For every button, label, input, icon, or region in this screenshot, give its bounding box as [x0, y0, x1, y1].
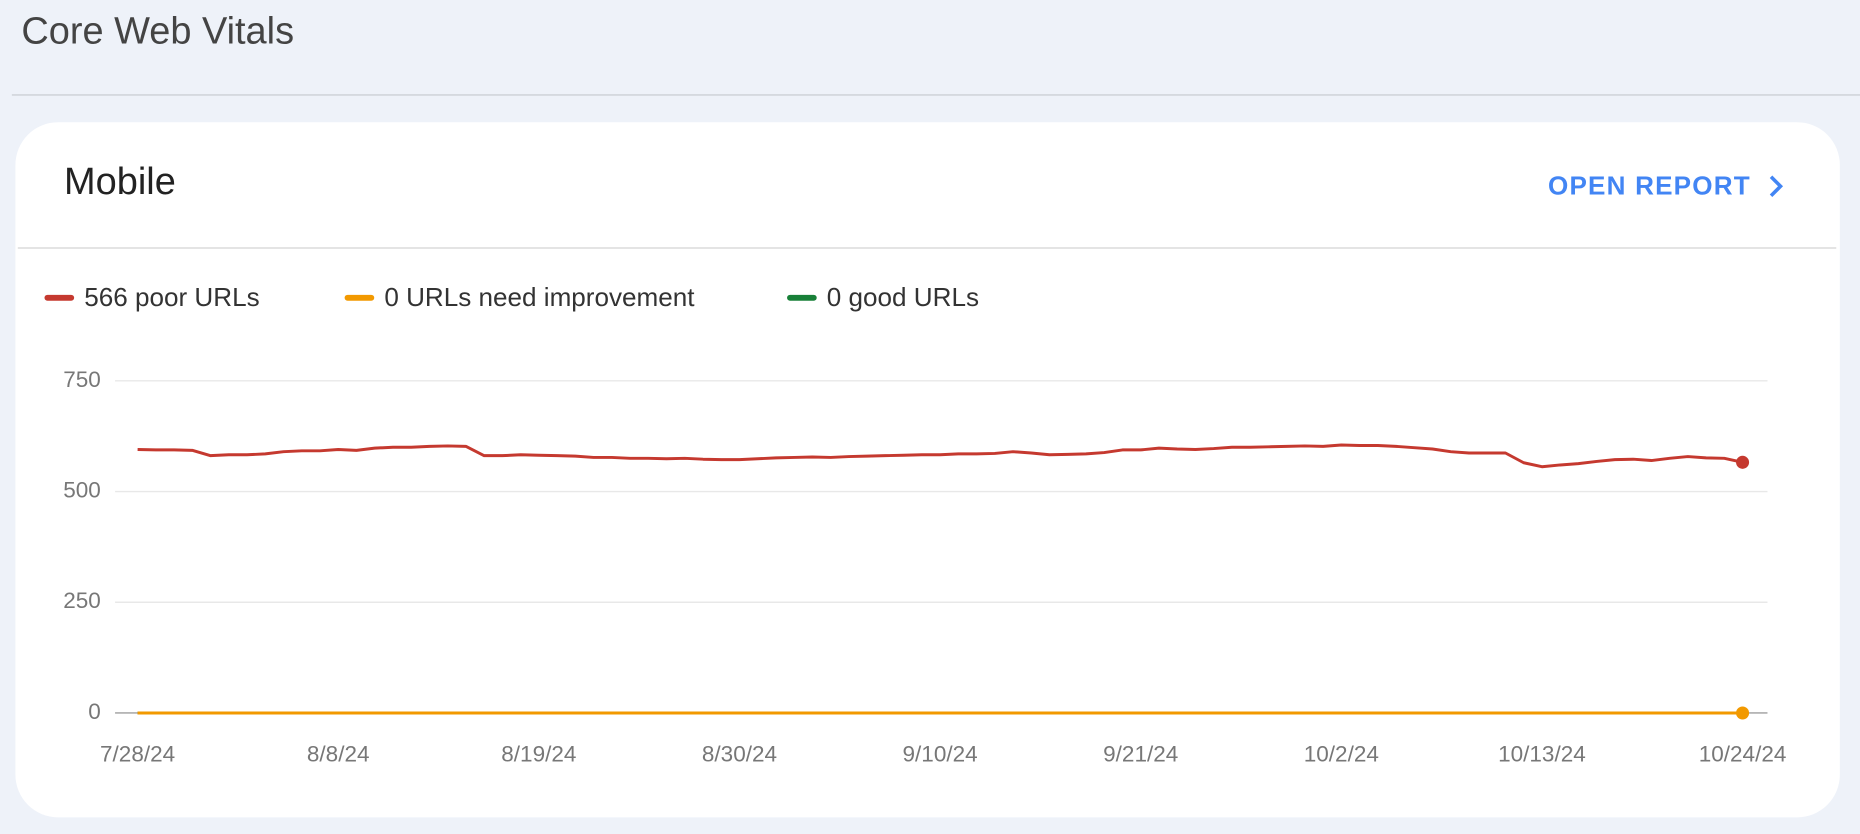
y-tick-label: 500	[63, 477, 101, 502]
x-tick-label: 9/21/24	[1103, 742, 1178, 767]
y-tick-label: 0	[88, 699, 101, 724]
end-point	[1736, 706, 1750, 720]
x-tick-label: 8/19/24	[501, 742, 576, 767]
series-line	[137, 443, 1743, 469]
x-tick-label: 8/8/24	[307, 742, 370, 767]
x-tick-label: 10/2/24	[1304, 742, 1379, 767]
legend-label: 0 good URLs	[827, 282, 979, 312]
y-tick-label: 250	[63, 588, 101, 613]
chevron-icon[interactable]	[1769, 175, 1784, 198]
page-title: Core Web Vitals	[21, 10, 294, 52]
open-report-link[interactable]: OPEN REPORT	[1548, 170, 1751, 200]
card-title: Mobile	[64, 161, 176, 203]
x-tick-label: 10/13/24	[1498, 742, 1586, 767]
x-tick-label: 10/24/24	[1699, 742, 1787, 767]
end-point	[1736, 455, 1750, 469]
y-tick-label: 750	[63, 367, 101, 392]
chart: 566 poor URLs 0 URLs need improvement 0 go…	[44, 282, 1787, 767]
legend-label: 566 poor URLs	[84, 282, 259, 312]
x-tick-label: 7/28/24	[100, 742, 175, 767]
legend-label: 0 URLs need improvement	[384, 282, 695, 312]
card	[15, 122, 1840, 818]
x-tick-label: 8/30/24	[702, 742, 777, 767]
x-tick-label: 9/10/24	[903, 742, 978, 767]
